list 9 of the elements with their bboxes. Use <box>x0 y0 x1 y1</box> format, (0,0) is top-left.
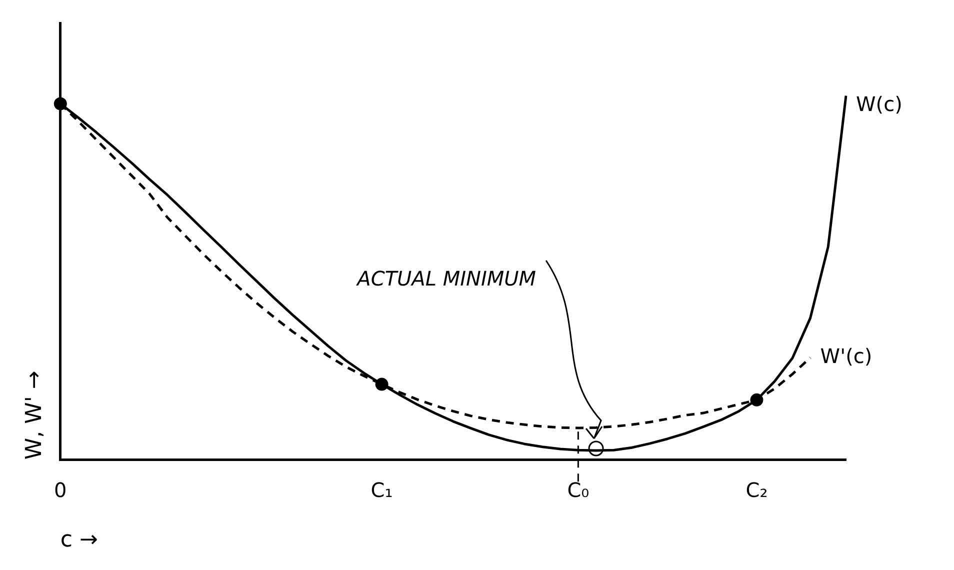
x-tick-label: C₂ <box>746 478 768 502</box>
x-tick-label: C₁ <box>370 478 393 502</box>
x-tick-label: C₀ <box>567 478 590 502</box>
x-axis-title: c → <box>60 528 98 553</box>
series-label: W'(c) <box>820 344 872 368</box>
x-tick-label: 0 <box>54 478 67 502</box>
annotation: ACTUAL MINIMUM <box>355 266 536 291</box>
y-axis-title: W, W' → <box>22 370 47 460</box>
series-label: W(c) <box>856 92 902 116</box>
